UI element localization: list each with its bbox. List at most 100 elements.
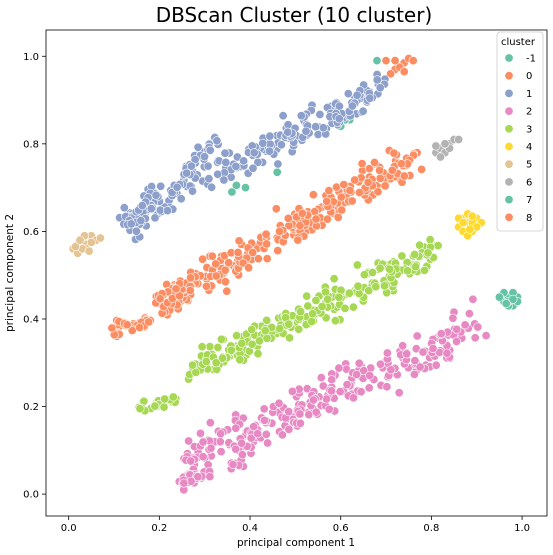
data-point <box>75 235 85 245</box>
data-point <box>262 333 272 343</box>
data-point <box>508 294 518 304</box>
data-point <box>216 447 226 457</box>
data-point <box>200 152 210 162</box>
y-tick-label: 0.4 <box>23 314 39 325</box>
data-point <box>397 251 407 261</box>
legend-title: cluster <box>501 37 536 48</box>
data-point <box>213 169 223 179</box>
data-point <box>283 213 293 223</box>
data-point <box>390 56 400 66</box>
legend-marker <box>504 53 514 63</box>
data-point <box>347 196 357 206</box>
data-point <box>215 437 225 447</box>
data-point <box>146 204 156 214</box>
data-point <box>354 289 364 299</box>
data-point <box>365 93 375 103</box>
data-point <box>184 436 194 446</box>
data-point <box>428 343 438 353</box>
data-point <box>440 139 450 149</box>
data-point <box>367 267 377 277</box>
data-point <box>372 56 382 66</box>
data-point <box>410 250 420 260</box>
data-point <box>357 159 367 169</box>
data-point <box>284 407 294 417</box>
plot-frame <box>45 29 548 517</box>
data-point <box>71 242 81 252</box>
data-point <box>465 224 475 234</box>
data-point <box>470 333 480 343</box>
legend-marker <box>504 177 514 187</box>
data-point <box>260 326 270 336</box>
y-tick-label: 0.8 <box>23 139 39 150</box>
data-point <box>347 101 357 111</box>
data-point <box>394 388 404 398</box>
data-point <box>205 418 215 428</box>
data-point <box>221 277 231 287</box>
data-point <box>198 437 208 447</box>
series-4 <box>454 209 486 241</box>
data-point <box>327 375 337 385</box>
data-point <box>473 322 483 332</box>
data-point <box>431 141 441 151</box>
data-point <box>375 173 385 183</box>
x-axis-label: principal component 1 <box>237 537 355 549</box>
data-point <box>311 122 321 132</box>
data-point <box>448 313 458 323</box>
data-point <box>324 404 334 414</box>
data-point <box>348 393 358 403</box>
data-point <box>467 211 477 221</box>
data-point <box>185 285 195 295</box>
data-point <box>283 127 293 137</box>
data-point <box>386 69 396 79</box>
data-point <box>227 187 237 197</box>
data-point <box>107 323 117 333</box>
data-point <box>387 165 397 175</box>
data-point <box>415 240 425 250</box>
legend-label: 8 <box>526 213 532 224</box>
data-point <box>221 157 231 167</box>
data-point <box>207 182 217 192</box>
data-point <box>264 146 274 156</box>
data-point <box>231 180 241 190</box>
data-point <box>399 67 409 77</box>
data-point <box>277 430 287 440</box>
data-point <box>436 329 446 339</box>
data-point <box>323 294 333 304</box>
data-point <box>294 324 304 334</box>
data-point <box>380 181 390 191</box>
data-point <box>458 218 468 228</box>
data-point <box>375 359 385 369</box>
data-point <box>86 237 96 247</box>
data-point <box>352 260 362 270</box>
data-point <box>231 444 241 454</box>
data-point <box>433 241 443 251</box>
data-point <box>379 281 389 291</box>
data-point <box>271 204 281 214</box>
data-point <box>136 216 146 226</box>
data-point <box>253 254 263 264</box>
data-point <box>122 320 132 330</box>
data-point <box>375 263 385 273</box>
series-0 <box>381 53 418 79</box>
data-point <box>155 294 165 304</box>
data-point <box>188 186 198 196</box>
y-tick-label: 0.0 <box>23 490 39 501</box>
legend-marker <box>504 159 514 169</box>
data-point <box>295 409 305 419</box>
data-point <box>297 208 307 218</box>
data-point <box>248 248 258 258</box>
x-tick-label: 0.8 <box>423 523 439 534</box>
data-point <box>412 331 422 341</box>
data-point <box>84 246 94 256</box>
data-point <box>265 131 275 141</box>
data-point <box>340 303 350 313</box>
data-point <box>468 294 478 304</box>
data-point <box>186 273 196 283</box>
data-point <box>235 355 245 365</box>
data-point <box>274 398 284 408</box>
data-point <box>172 182 182 192</box>
data-point <box>222 286 232 296</box>
data-point <box>150 213 160 223</box>
data-point <box>228 459 238 469</box>
